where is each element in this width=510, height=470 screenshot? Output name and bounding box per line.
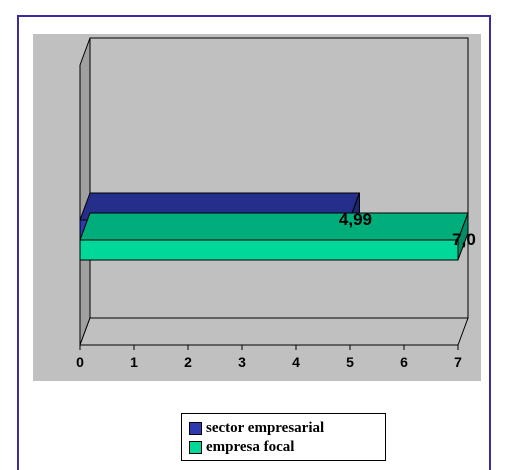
tick-label: 7: [454, 354, 462, 370]
tick-label: 5: [346, 354, 354, 370]
floor: [79, 317, 469, 346]
tick-label: 0: [76, 354, 84, 370]
chart-frame: [17, 15, 491, 470]
chart-walls: [79, 37, 469, 346]
bar-top-face: [79, 212, 469, 241]
legend: sector empresarial empresa focal: [181, 413, 386, 461]
legend-label-sector-empresarial: sector empresarial: [206, 420, 325, 436]
data-label: 7,0: [452, 230, 476, 249]
bar: [79, 239, 459, 261]
tick-label: 3: [238, 354, 246, 370]
tick-label: 4: [292, 354, 300, 370]
bars: [79, 192, 469, 261]
x-axis-ticks: 0 1 2 3 4 5 6 7: [76, 345, 462, 370]
tick-label: 6: [400, 354, 408, 370]
tick-label: 2: [184, 354, 192, 370]
tick-label: 1: [130, 354, 138, 370]
back-wall: [89, 37, 469, 319]
legend-swatch-empresa-focal: [189, 441, 202, 454]
side-wall: [79, 37, 91, 346]
data-label: 4,99: [339, 210, 372, 229]
legend-label-empresa-focal: empresa focal: [206, 439, 295, 455]
data-labels: 4,99 7,0: [339, 210, 476, 249]
legend-swatch-sector-empresarial: [189, 422, 202, 435]
legend-item-empresa-focal: empresa focal: [189, 438, 385, 457]
legend-item-sector-empresarial: sector empresarial: [189, 419, 385, 438]
